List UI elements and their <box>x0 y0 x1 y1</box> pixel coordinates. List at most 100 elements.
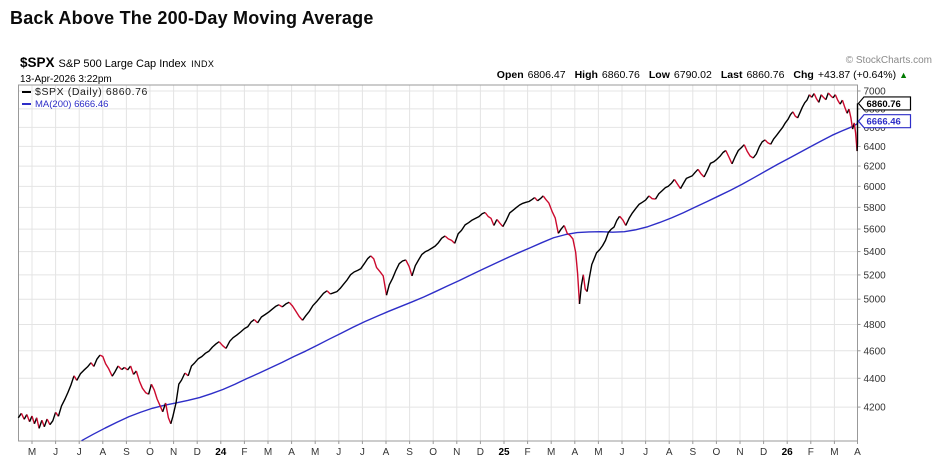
last-price-marker-label: 6860.76 <box>867 99 901 110</box>
month-axis-label: N <box>736 447 743 458</box>
month-axis-label: A <box>571 447 578 458</box>
month-axis-label: D <box>194 447 201 458</box>
price-line-segment <box>834 94 841 105</box>
month-axis-label: J <box>643 447 648 458</box>
price-line-segment <box>813 93 820 103</box>
price-line-segment <box>164 402 172 425</box>
price-line-segment <box>557 225 565 234</box>
month-axis-label: D <box>760 447 767 458</box>
price-line-segment <box>619 215 627 226</box>
price-line-segment <box>586 215 621 292</box>
legend-ma-row: MA(200) 6666.46 <box>22 98 148 110</box>
last-price-marker <box>857 114 912 129</box>
last-label: Last <box>720 69 743 81</box>
month-axis-label: S <box>689 447 696 458</box>
price-axis-label: 6400 <box>864 142 887 153</box>
month-axis-label: O <box>146 447 154 458</box>
price-line-segment <box>578 274 584 304</box>
year-axis-label: 25 <box>498 447 510 458</box>
month-axis-label: O <box>429 447 437 458</box>
price-line-segment <box>43 418 48 428</box>
price-line-segment <box>76 362 92 381</box>
price-line-segment <box>26 414 31 422</box>
price-line-segment <box>147 384 153 395</box>
price-line-segment <box>31 415 36 425</box>
price-line-segment <box>41 419 45 428</box>
price-line-segment <box>444 235 456 244</box>
price-line-segment <box>57 375 75 417</box>
last-price-marker-label: 6666.46 <box>867 117 901 128</box>
price-line-segment <box>673 179 682 189</box>
month-axis-label: D <box>477 447 484 458</box>
price-axis-label: 6200 <box>864 162 887 173</box>
month-axis-label: A <box>383 447 390 458</box>
price-line-segment <box>281 301 290 308</box>
price-line-segment <box>38 419 43 429</box>
month-axis-label: M <box>264 447 272 458</box>
month-axis-label: M <box>547 447 555 458</box>
price-line-segment <box>370 255 388 296</box>
price-line-segment <box>818 94 822 103</box>
legend-ma-label: MA(200) 6666.46 <box>35 98 109 110</box>
month-axis-label: F <box>808 447 814 458</box>
price-line-segment <box>117 365 123 371</box>
price-line-segment <box>135 370 149 395</box>
ma-line-swatch-icon <box>22 103 31 105</box>
open-value: 6806.47 <box>527 69 566 81</box>
price-line-segment <box>411 235 446 277</box>
price-line-segment <box>278 304 283 308</box>
price-line-segment <box>218 341 227 349</box>
month-axis-label: M <box>311 447 319 458</box>
low-label: Low <box>648 69 670 81</box>
price-line-segment <box>764 139 772 145</box>
month-axis-label: J <box>620 447 625 458</box>
price-axis-label: 5200 <box>864 270 887 281</box>
price-axis-label: 5400 <box>864 247 887 258</box>
month-axis-label: F <box>525 447 531 458</box>
price-line-segment <box>385 259 407 296</box>
chart-legend: $SPX (Daily) 6860.76 MA(200) 6666.46 <box>22 86 148 110</box>
year-axis-label: 26 <box>782 447 794 458</box>
legend-price-row: $SPX (Daily) 6860.76 <box>22 86 148 98</box>
price-line-segment <box>493 219 498 226</box>
price-axis-label: 5800 <box>864 203 887 214</box>
price-axis-label: 6600 <box>864 123 887 134</box>
chart-datetime: 13-Apr-2026 3:22pm <box>20 74 112 85</box>
price-line-segment <box>326 290 331 295</box>
price-line-segment <box>537 195 544 202</box>
legend-price-label: $SPX (Daily) 6860.76 <box>35 86 148 98</box>
month-axis-label: M <box>830 447 838 458</box>
price-line-segment <box>770 111 794 145</box>
price-line-segment <box>841 99 848 114</box>
price-line-swatch-icon <box>22 91 31 93</box>
price-line-segment <box>301 290 328 321</box>
year-axis-label: 24 <box>215 447 227 458</box>
month-axis-label: J <box>360 447 365 458</box>
price-line-segment <box>253 319 259 324</box>
month-axis-label: N <box>453 447 460 458</box>
up-triangle-icon: ▲ <box>899 70 908 80</box>
price-line-segment <box>484 212 495 226</box>
ma200-line <box>81 121 859 442</box>
price-line-segment <box>542 195 559 234</box>
price-line-segment <box>563 225 581 304</box>
symbol-description: S&P 500 Large Cap Index <box>58 58 187 70</box>
price-line-segment <box>496 218 504 228</box>
last-price-marker <box>857 96 912 111</box>
price-line-segment <box>648 195 656 200</box>
price-axis-label: 6000 <box>864 182 887 193</box>
month-axis-label: A <box>666 447 673 458</box>
price-line-segment <box>454 211 486 244</box>
exchange-label: INDX <box>191 59 215 69</box>
month-axis-label: S <box>123 447 130 458</box>
price-line-segment <box>170 372 186 424</box>
price-axis-label: 7000 <box>864 86 887 97</box>
price-line-segment <box>697 168 705 178</box>
price-line-segment <box>848 108 854 130</box>
price-line-segment <box>679 168 699 189</box>
last-value: 6860.76 <box>746 69 785 81</box>
price-line-segment <box>725 150 733 165</box>
price-line-segment <box>827 92 834 99</box>
